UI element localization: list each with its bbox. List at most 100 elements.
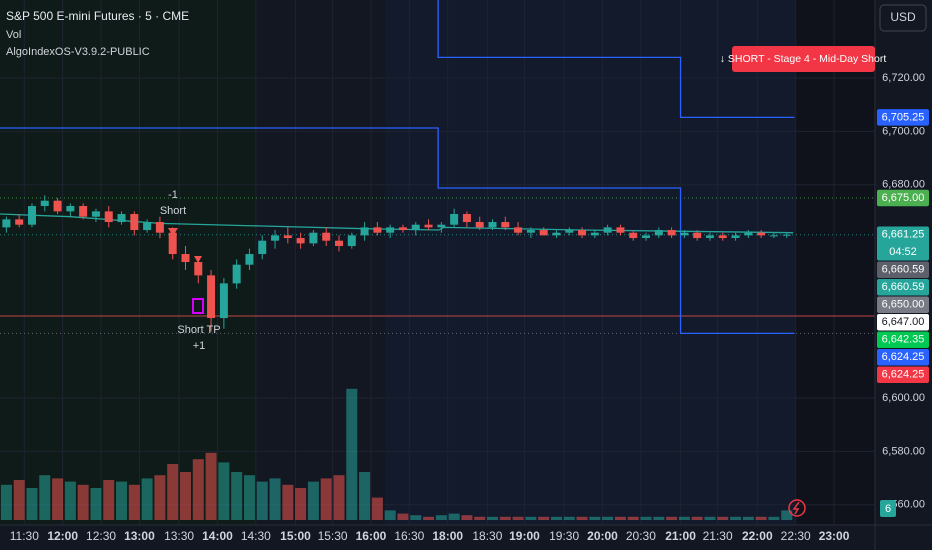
candle-body	[642, 235, 651, 239]
volume-bar	[461, 515, 473, 520]
x-tick-label: 22:30	[781, 529, 811, 543]
candle-body	[398, 227, 407, 231]
candle-body	[488, 222, 497, 228]
x-tick-label: 18:30	[472, 529, 502, 543]
volume-bar	[525, 516, 537, 520]
volume-bar	[384, 510, 396, 520]
volume-value: 6	[885, 503, 891, 515]
price-label: 6,705.25	[882, 111, 925, 123]
volume-bar	[77, 484, 89, 520]
price-label-box	[877, 348, 929, 366]
volume-bar	[282, 484, 294, 520]
signal-arrow	[194, 256, 202, 263]
plot-area	[0, 0, 875, 525]
x-tick-label: 21:00	[665, 529, 696, 543]
candle-body	[66, 206, 75, 212]
price-label-box	[877, 366, 929, 383]
indicator-label: Vol	[6, 29, 21, 41]
candle-body	[104, 211, 113, 223]
candle-body	[757, 232, 766, 236]
currency-button[interactable]	[879, 4, 927, 32]
y-tick-label: 6,600.00	[882, 392, 925, 404]
candle-body	[769, 235, 778, 237]
candle-body	[347, 235, 356, 247]
level-line	[0, 127, 795, 335]
candle-body	[424, 224, 433, 228]
candle-body	[283, 235, 292, 239]
volume-bar	[576, 516, 588, 520]
volume-bar	[192, 459, 204, 520]
candle-body	[450, 214, 459, 225]
candle-body	[526, 230, 535, 233]
volume-bar	[474, 516, 486, 520]
volume-bar	[307, 481, 319, 520]
volume-bar	[742, 516, 754, 520]
volume-bar	[410, 515, 422, 520]
candle-body	[373, 227, 382, 233]
candle-body	[590, 232, 599, 236]
candle-body	[629, 232, 638, 239]
candle-body	[296, 238, 305, 244]
candle-body	[53, 200, 62, 212]
candle-body	[232, 264, 241, 284]
x-tick-label: 15:30	[318, 529, 348, 543]
candle-body	[539, 230, 548, 236]
y-tick-label: 6,680.00	[882, 179, 925, 191]
x-tick-label: 13:30	[164, 529, 194, 543]
price-label: 6,661.25	[882, 229, 925, 241]
candle-body	[718, 235, 727, 239]
x-tick-label: 23:00	[819, 529, 850, 543]
price-label-box	[877, 261, 929, 278]
signal-text: ↓ SHORT - Stage 4 - Mid-Day Short	[720, 53, 887, 65]
volume-bar	[52, 478, 64, 520]
volume-bar	[218, 462, 230, 520]
volume-bar	[141, 478, 153, 520]
annotation: +1	[193, 340, 206, 352]
volume-bar	[768, 516, 780, 520]
candle-body	[117, 214, 126, 223]
candle-body	[155, 222, 164, 233]
volume-bar	[26, 488, 38, 520]
volume-bar	[371, 497, 383, 520]
x-tick-label: 18:00	[432, 529, 463, 543]
candle-body	[219, 283, 228, 319]
candle-body	[514, 227, 523, 233]
candle-body	[79, 206, 88, 217]
volume-bar	[563, 516, 575, 520]
volume-bar	[499, 516, 511, 520]
signal-box	[732, 46, 875, 72]
price-label-box	[877, 189, 929, 207]
x-tick-label: 19:00	[509, 529, 540, 543]
candle-body	[565, 230, 574, 233]
candle-body	[334, 240, 343, 247]
candle-body	[130, 214, 139, 231]
x-tick-label: 20:30	[626, 529, 656, 543]
price-label: 6,660.59	[882, 281, 925, 293]
volume-bar	[781, 510, 793, 520]
price-label: 6,660.59	[882, 264, 925, 276]
price-label: 6,675.00	[882, 192, 925, 204]
session-shade	[0, 0, 255, 525]
volume-bar	[205, 452, 217, 520]
candle-body	[181, 254, 190, 263]
x-tick-label: 13:00	[124, 529, 155, 543]
x-tick-label: 14:30	[241, 529, 271, 543]
x-tick-label: 16:00	[356, 529, 387, 543]
price-label: 6,647.00	[882, 316, 925, 328]
alert-icon[interactable]	[788, 499, 806, 517]
x-tick-label: 14:00	[202, 529, 233, 543]
candle-body	[437, 224, 446, 228]
volume-bar	[154, 475, 166, 520]
volume-bar	[103, 480, 115, 520]
volume-bar	[231, 472, 243, 520]
x-tick-label: 15:00	[280, 529, 311, 543]
candle-body	[501, 222, 510, 228]
price-label-box	[877, 109, 929, 126]
y-tick-label: 6,720.00	[882, 72, 925, 84]
candle-body	[309, 232, 318, 244]
candle-body	[731, 235, 740, 239]
candle-body	[207, 275, 216, 319]
candle-body	[462, 214, 471, 223]
currency-label[interactable]: USD	[890, 10, 916, 24]
